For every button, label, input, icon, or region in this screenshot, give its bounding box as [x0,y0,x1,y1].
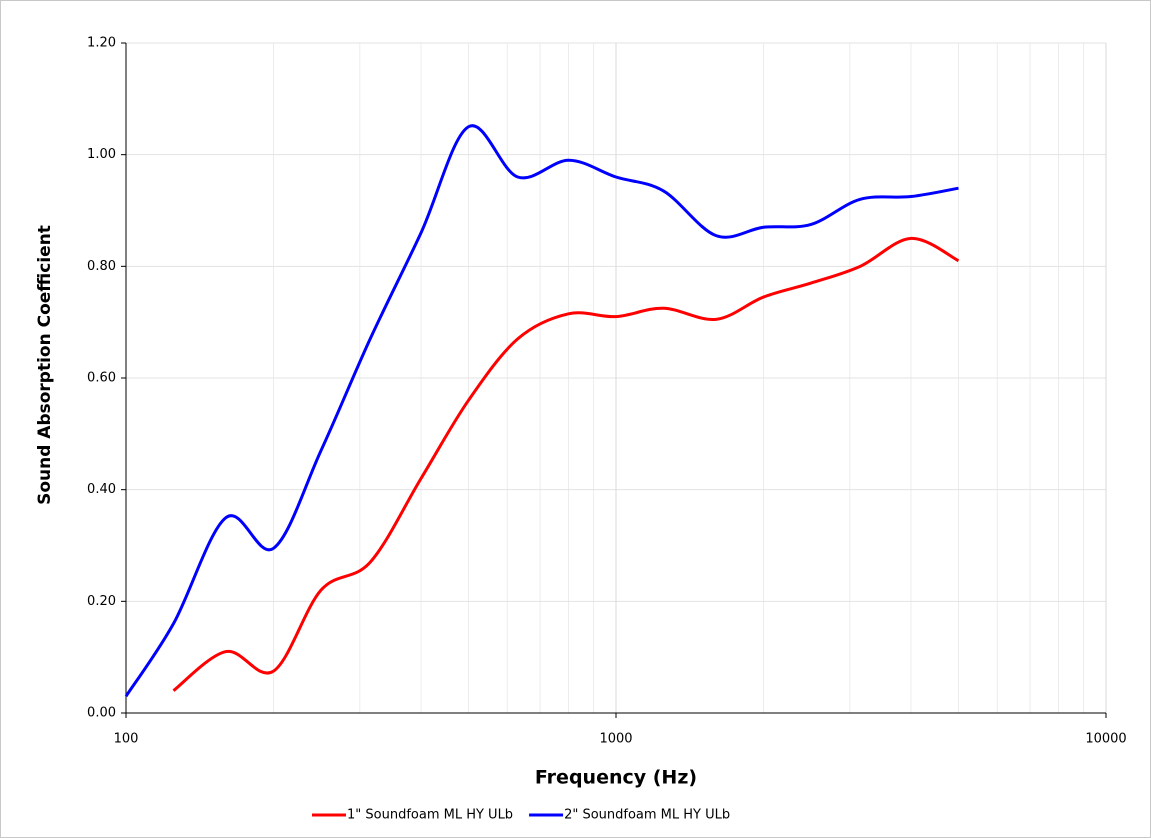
x-tick-label: 100 [114,732,139,747]
y-tick-label: 0.80 [87,259,116,274]
series-line [172,236,960,692]
series-line [124,124,959,698]
x-axis-label: Frequency (Hz) [535,767,697,789]
x-tick-label: 1000 [599,732,632,747]
y-axis-label: Sound Absorption Coefficient [35,225,55,505]
x-tick-label: 10000 [1085,732,1126,747]
y-tick-label: 0.60 [87,371,116,386]
legend-label: 1" Soundfoam ML HY ULb [347,808,513,823]
y-tick-label: 0.00 [87,706,116,721]
y-tick-label: 1.20 [87,36,116,51]
legend-label: 2" Soundfoam ML HY ULb [564,808,730,823]
y-tick-label: 0.40 [87,482,116,497]
y-tick-label: 1.00 [87,147,116,162]
y-tick-label: 0.20 [87,594,116,609]
